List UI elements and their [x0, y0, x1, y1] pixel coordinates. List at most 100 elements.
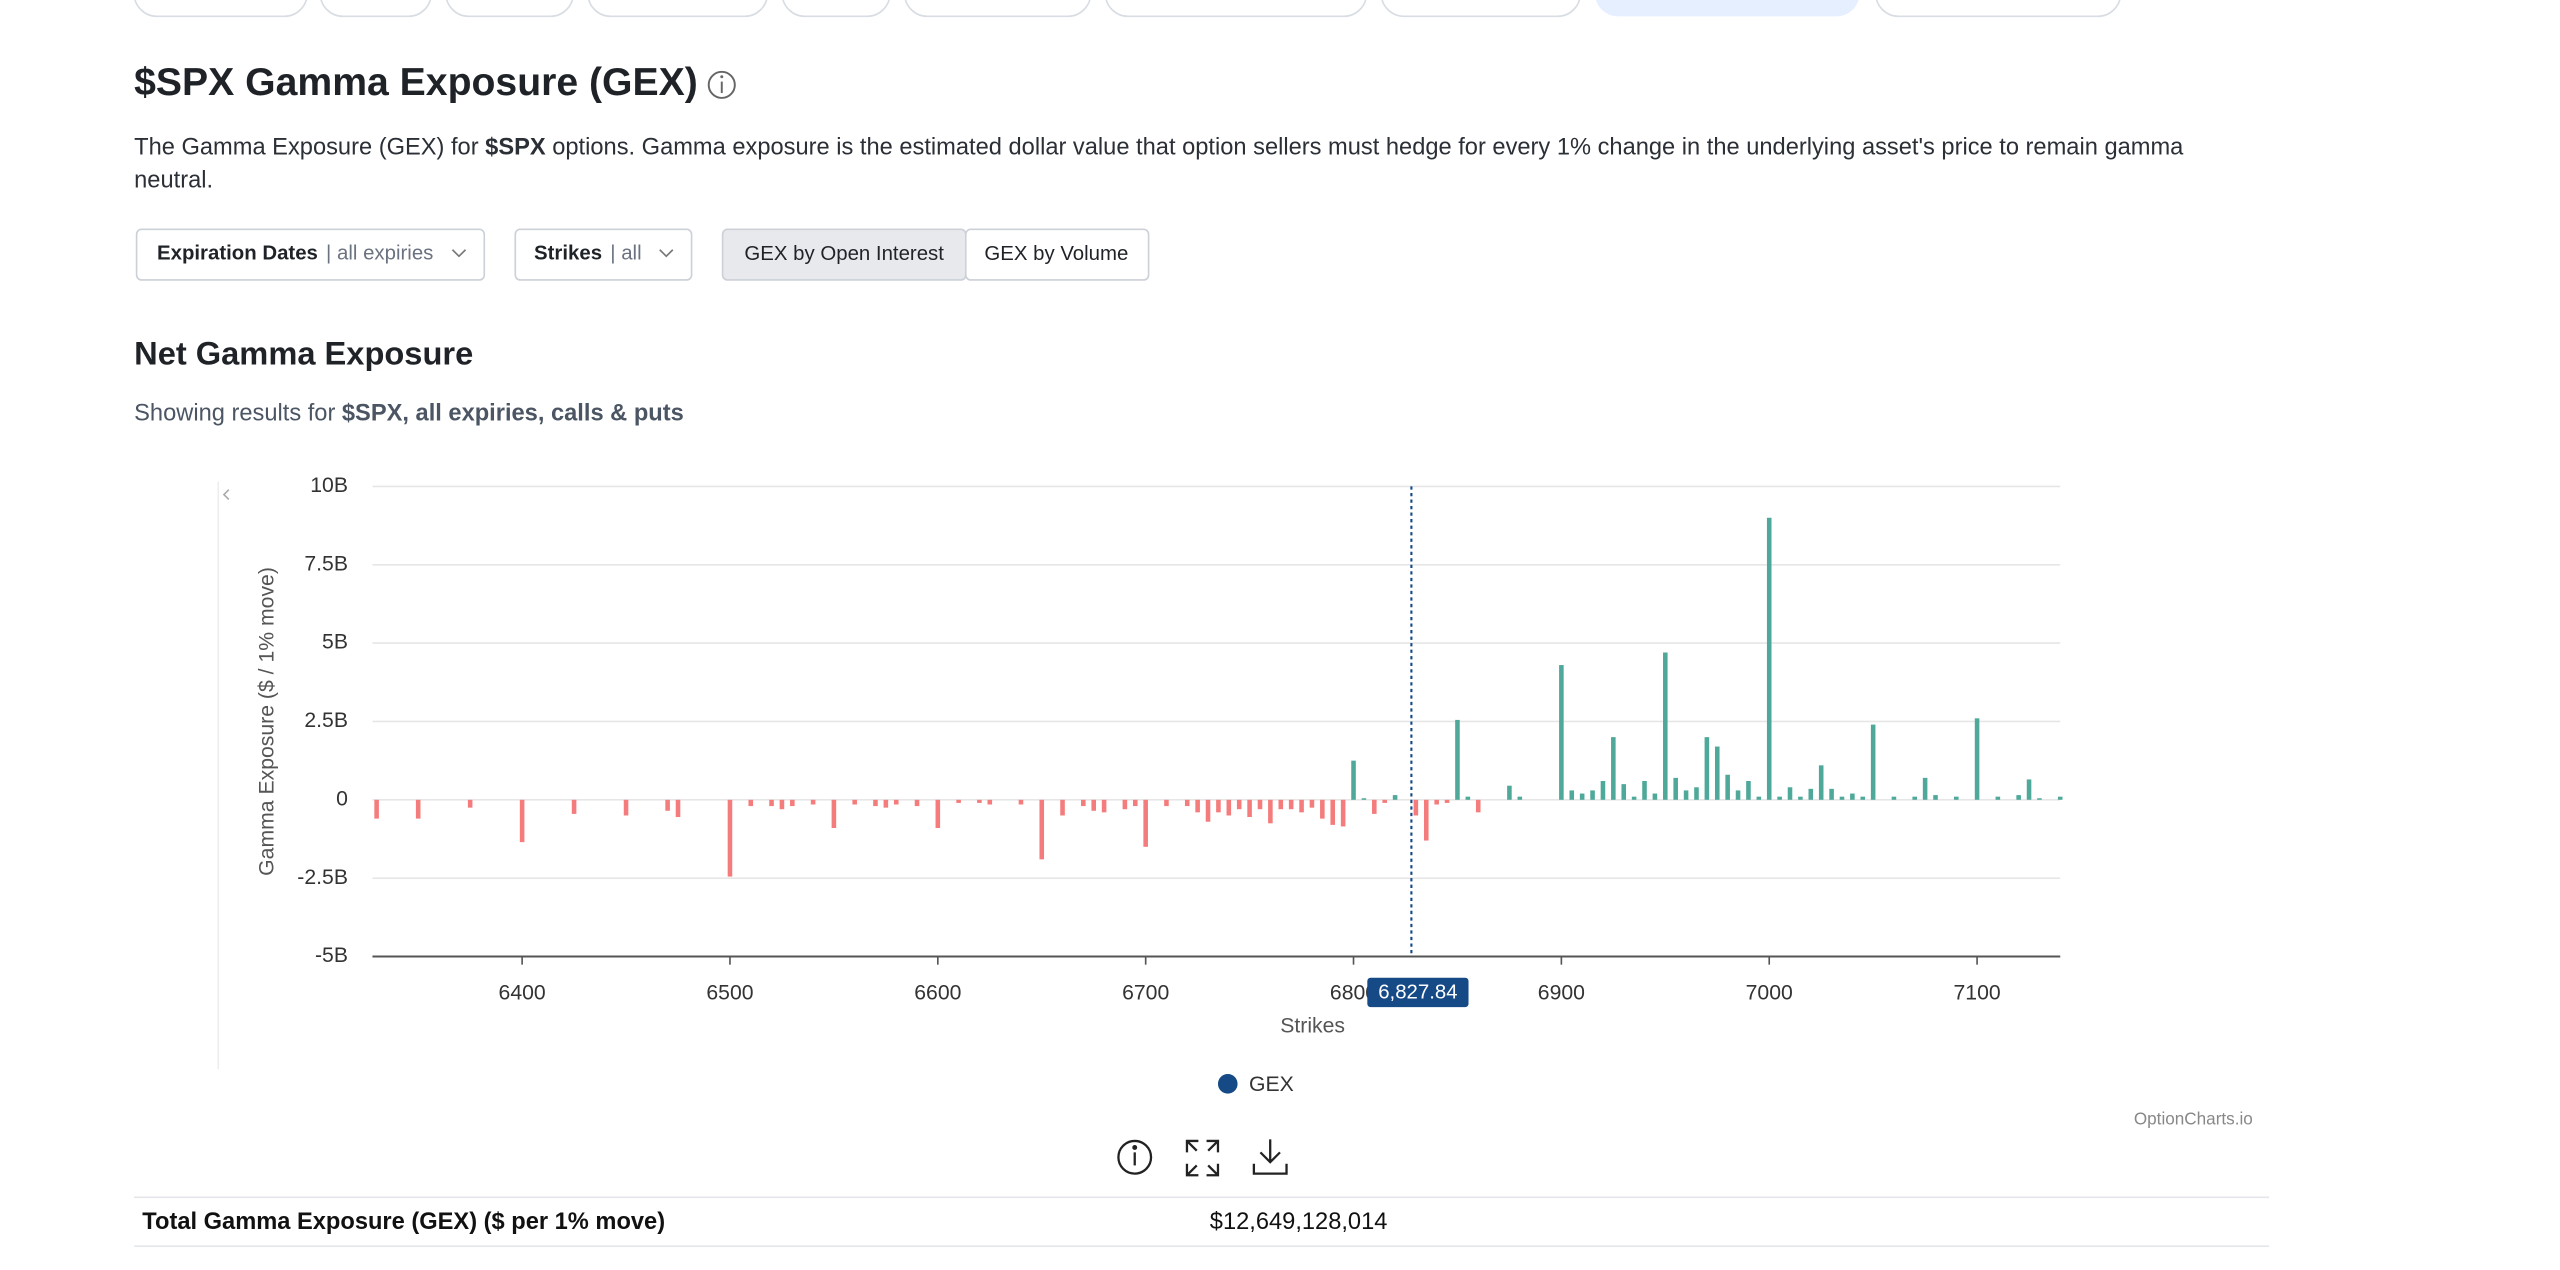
- text: The Gamma Exposure (GEX) for: [134, 135, 485, 161]
- bar: [831, 799, 837, 829]
- value: | all: [610, 243, 641, 265]
- tab[interactable]: [1381, 0, 1581, 18]
- info-button[interactable]: [1117, 1139, 1153, 1175]
- bar: [1122, 799, 1128, 810]
- label: Strikes: [534, 243, 602, 265]
- bar: [873, 799, 878, 807]
- bar: [1922, 777, 1928, 800]
- x-axis-label: Strikes: [1280, 1014, 1345, 1037]
- bar: [2026, 779, 2032, 800]
- bar: [571, 799, 577, 814]
- bar: [769, 799, 774, 807]
- y-axis-label: Gamma Exposure ($ / 1% move): [256, 567, 279, 876]
- description: neutral.: [134, 167, 213, 193]
- value: | all expiries: [326, 243, 433, 265]
- bar: [1517, 796, 1523, 800]
- text-bold: $SPX: [485, 135, 546, 161]
- bar: [1787, 787, 1793, 800]
- strikes-dropdown[interactable]: Strikes | all: [514, 228, 693, 281]
- bar: [810, 799, 816, 805]
- bar: [883, 799, 889, 808]
- bar: [1195, 799, 1200, 813]
- text: Showing results for: [134, 401, 342, 427]
- tab[interactable]: [904, 0, 1091, 18]
- watermark: OptionCharts.io: [2134, 1108, 2253, 1128]
- bar: [1704, 737, 1710, 800]
- tab[interactable]: [1105, 0, 1367, 18]
- bar: [1673, 777, 1678, 800]
- bar: [1860, 796, 1866, 800]
- y-tick-label: 10B: [310, 474, 348, 497]
- bar: [2016, 795, 2021, 800]
- x-tick-label: 7100: [1953, 982, 2000, 1005]
- expiration-dropdown[interactable]: Expiration Dates | all expiries: [135, 228, 486, 281]
- bar: [1590, 790, 1595, 800]
- dropdown-text: Strikes | all: [534, 243, 642, 265]
- toggle-label: GEX by Volume: [984, 243, 1128, 265]
- legend-marker: [1217, 1074, 1238, 1094]
- section-subtitle: Showing results for $SPX, all expiries, …: [134, 401, 684, 427]
- download-button[interactable]: [1252, 1139, 1288, 1175]
- bar: [1714, 746, 1720, 800]
- collapse-arrow[interactable]: [222, 489, 230, 501]
- fullscreen-button[interactable]: [1185, 1139, 1220, 1177]
- bar: [1621, 784, 1627, 800]
- bar: [852, 799, 857, 805]
- info-circle: [707, 70, 736, 99]
- tab-active[interactable]: [1595, 0, 1859, 17]
- bar: [1579, 793, 1585, 800]
- bar: [519, 799, 525, 843]
- label: Expiration Dates: [157, 243, 318, 265]
- tab[interactable]: [1875, 0, 2121, 18]
- bar: [1870, 724, 1876, 800]
- icon: [1132, 1145, 1138, 1150]
- tab[interactable]: [134, 0, 308, 18]
- bar: [1465, 796, 1471, 800]
- bar: [1694, 787, 1699, 800]
- bar: [1081, 799, 1086, 807]
- bar: [1132, 799, 1138, 807]
- bar: [1288, 799, 1294, 810]
- bar: [977, 799, 982, 803]
- bar: [1735, 790, 1741, 800]
- bar: [374, 799, 379, 819]
- bar: [2057, 796, 2063, 800]
- toggle-option[interactable]: [964, 228, 1150, 281]
- tab[interactable]: [588, 0, 768, 18]
- text: options. Gamma exposure is the estimated…: [546, 135, 2184, 161]
- bar: [2037, 798, 2042, 800]
- bar: [1351, 760, 1356, 800]
- bar: [1060, 799, 1065, 816]
- bar: [1018, 799, 1024, 805]
- bar: [1829, 788, 1834, 800]
- description: The Gamma Exposure (GEX) for $SPX option…: [134, 135, 2184, 161]
- bar: [1756, 796, 1762, 800]
- bar: [1434, 799, 1439, 805]
- bar: [1216, 799, 1221, 813]
- dropdown-text: Expiration Dates | all expiries: [157, 243, 433, 265]
- tab[interactable]: [782, 0, 890, 18]
- bar: [748, 799, 754, 807]
- bar: [1652, 793, 1658, 800]
- bar: [1933, 795, 1938, 800]
- bar: [1257, 799, 1263, 810]
- tab[interactable]: [320, 0, 432, 18]
- bar: [1226, 799, 1232, 816]
- x-tick-label: 6500: [706, 982, 753, 1005]
- section-title: Net Gamma Exposure: [134, 334, 473, 371]
- gex-toggle: GEX by Open Interest GEX by Volume: [721, 228, 1150, 281]
- bar: [893, 799, 899, 805]
- bar: [779, 799, 785, 810]
- page-title: $SPX Gamma Exposure (GEX): [134, 61, 698, 104]
- tab[interactable]: [446, 0, 574, 18]
- icon: [1185, 1139, 1220, 1177]
- bar: [1818, 765, 1824, 800]
- legend-label: GEX: [1249, 1073, 1294, 1096]
- bar: [1683, 790, 1689, 800]
- bar: [1278, 799, 1284, 810]
- y-tick-label: 2.5B: [304, 709, 348, 732]
- info-icon[interactable]: [707, 70, 736, 99]
- chevron: [659, 249, 674, 258]
- bar: [675, 799, 681, 818]
- bar: [1444, 799, 1450, 803]
